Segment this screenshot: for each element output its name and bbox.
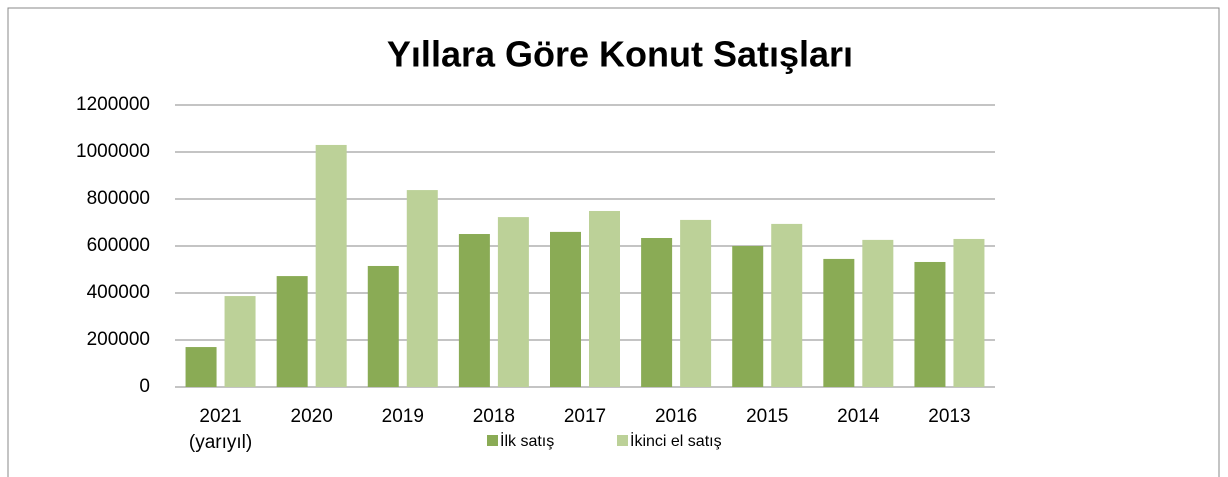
x-tick-label: 2018 bbox=[472, 406, 516, 427]
y-tick-label: 0 bbox=[139, 376, 150, 397]
chart-frame bbox=[7, 7, 1220, 477]
bar bbox=[550, 231, 581, 387]
bar bbox=[953, 238, 985, 387]
legend-swatch bbox=[617, 435, 628, 446]
y-tick-label: 600000 bbox=[87, 235, 150, 256]
x-tick-label: 2015 bbox=[746, 406, 789, 427]
legend-label: İkinci el satış bbox=[630, 431, 722, 450]
y-tick-label: 400000 bbox=[87, 282, 150, 303]
x-tick-label: 2017 bbox=[563, 406, 607, 427]
chart-title: Yıllara Göre Konut Satışları bbox=[387, 34, 853, 75]
y-tick-label: 800000 bbox=[87, 188, 150, 209]
bar bbox=[367, 265, 399, 387]
bar bbox=[589, 210, 620, 387]
bar bbox=[276, 276, 308, 387]
y-tick-label: 200000 bbox=[87, 329, 150, 350]
bar bbox=[862, 239, 894, 387]
x-tick-label: 2013 bbox=[928, 406, 971, 427]
legend-swatch bbox=[487, 435, 498, 446]
x-tick-label: 2014 bbox=[837, 406, 880, 427]
bar bbox=[185, 347, 217, 387]
x-tick-label: 2020 bbox=[290, 406, 333, 427]
x-tick-label: 2021 (yarıyıl) bbox=[188, 406, 253, 453]
bar bbox=[406, 190, 438, 387]
y-tick-label: 1000000 bbox=[76, 141, 150, 162]
x-tick-label: 2019 bbox=[381, 406, 424, 427]
x-tick-label: 2016 bbox=[654, 406, 698, 427]
bar bbox=[823, 258, 855, 387]
legend-label: İlk satış bbox=[500, 431, 554, 450]
bar bbox=[315, 144, 347, 387]
bar bbox=[732, 246, 764, 387]
bar bbox=[680, 219, 712, 387]
bar bbox=[771, 223, 803, 387]
bar bbox=[224, 296, 256, 387]
bar bbox=[641, 238, 673, 387]
bar bbox=[458, 234, 490, 387]
bar bbox=[497, 217, 529, 387]
bar bbox=[914, 261, 946, 387]
y-tick-label: 1200000 bbox=[76, 94, 150, 115]
